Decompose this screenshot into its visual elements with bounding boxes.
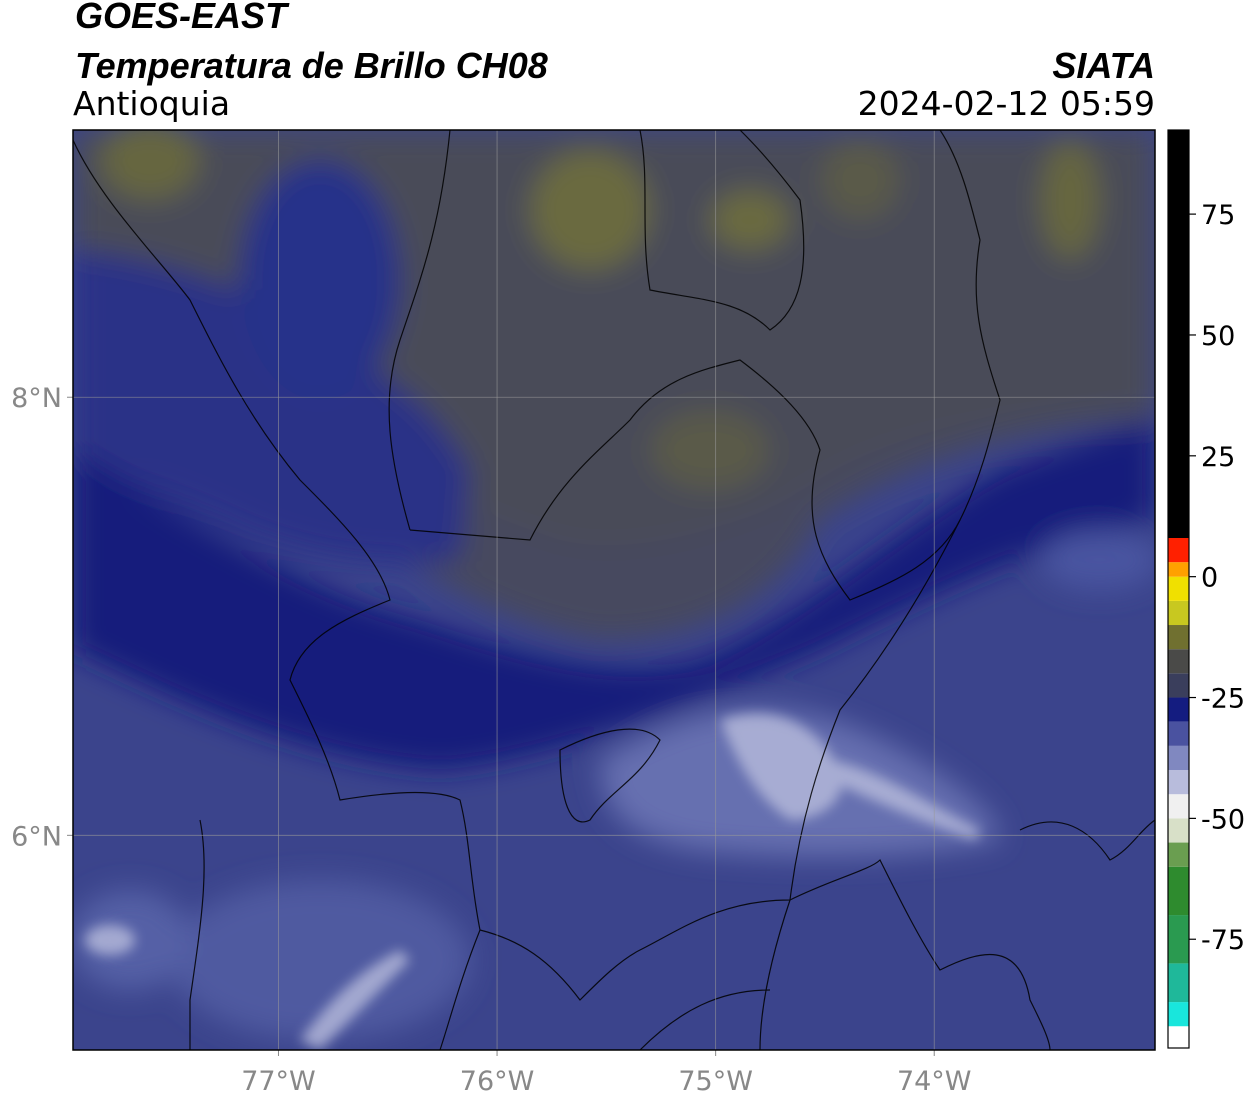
colorbar-segment <box>1168 915 1189 964</box>
colorbar-tick-label: 75 <box>1201 200 1235 231</box>
colorbar-segment <box>1168 818 1189 843</box>
colorbar-tick-label: -25 <box>1201 684 1245 715</box>
colorbar-segment <box>1168 745 1189 771</box>
colorbar-segment <box>1168 576 1189 601</box>
agency-label: SIATA <box>1052 45 1155 86</box>
colorbar: 75 50 25 0 -25 -50 -75 <box>1168 130 1245 1048</box>
region-label: Antioquia <box>73 84 230 123</box>
colorbar-segment <box>1168 1026 1189 1048</box>
colorbar-segment <box>1168 1002 1189 1027</box>
colorbar-segment <box>1168 697 1189 722</box>
colorbar-segment <box>1168 600 1189 626</box>
satellite-title: GOES-EAST <box>75 0 290 36</box>
colorbar-segment <box>1168 649 1189 674</box>
colorbar-segment <box>1168 794 1189 819</box>
graticule: 77°W 76°W 75°W 74°W 8°N 6°N <box>11 130 1155 1097</box>
colorbar-tick-label: -75 <box>1201 925 1245 956</box>
colorbar-tick-label: 50 <box>1201 321 1235 352</box>
x-tick-label: 77°W <box>241 1066 316 1097</box>
colorbar-segment <box>1168 866 1189 916</box>
x-tick-label: 76°W <box>460 1066 535 1097</box>
y-tick-label: 8°N <box>11 383 62 414</box>
datetime-label: 2024-02-12 05:59 <box>858 84 1155 123</box>
x-tick-label: 74°W <box>897 1066 972 1097</box>
colorbar-segment <box>1168 562 1189 577</box>
y-tick-label: 6°N <box>11 821 62 852</box>
colorbar-segment <box>1168 963 1189 1003</box>
colorbar-segment <box>1168 538 1189 563</box>
colorbar-segment <box>1168 673 1189 698</box>
colorbar-frame <box>1167 129 1190 1049</box>
colorbar-segment <box>1168 721 1189 746</box>
colorbar-segment <box>1168 770 1189 795</box>
colorbar-segment <box>1168 130 1189 538</box>
map-image <box>73 130 1155 1050</box>
borders <box>73 130 1155 1050</box>
colorbar-tick-label: -50 <box>1201 804 1245 835</box>
colorbar-segment <box>1168 842 1189 867</box>
x-tick-label: 75°W <box>678 1066 753 1097</box>
colorbar-segment <box>1168 625 1189 650</box>
colorbar-tick-label: 0 <box>1201 563 1218 594</box>
map-frame <box>72 129 1156 1051</box>
colorbar-tick-label: 25 <box>1201 442 1235 473</box>
product-title: Temperatura de Brillo CH08 <box>75 45 548 86</box>
